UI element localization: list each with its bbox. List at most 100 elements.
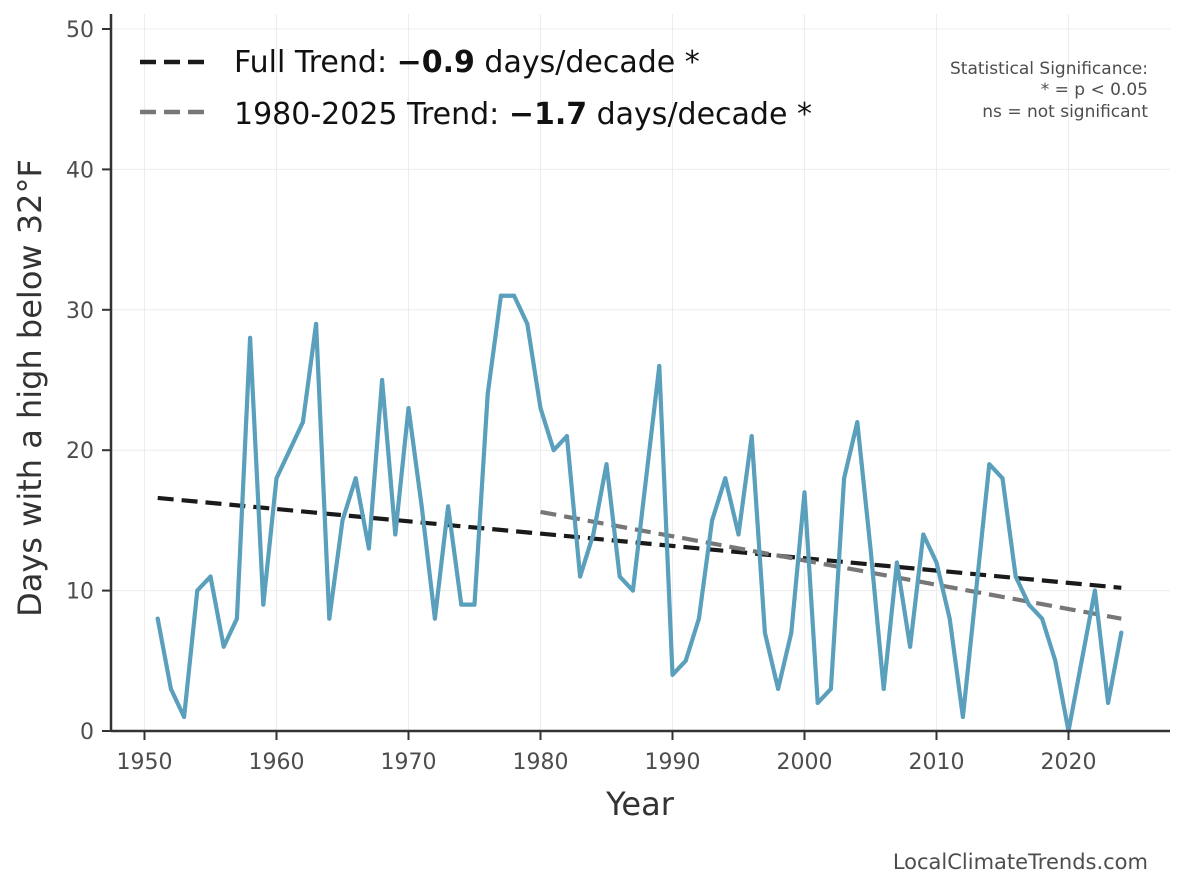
x-tick-label: 1990 <box>645 750 701 775</box>
data-series <box>155 293 1124 734</box>
data-point <box>406 406 411 411</box>
data-point <box>287 448 292 453</box>
y-tick-label: 20 <box>66 439 94 464</box>
legend-item-full-trend: Full Trend: −0.9 days/decade * <box>140 45 700 80</box>
x-tick-label: 1950 <box>117 750 173 775</box>
y-tick-label: 50 <box>66 18 94 43</box>
data-point <box>855 420 860 425</box>
data-point <box>472 602 477 607</box>
data-point <box>960 714 965 719</box>
legend-recent-trend-prefix: 1980-2025 Trend: <box>234 97 509 132</box>
x-tick-label: 2010 <box>909 750 965 775</box>
significance-line-1: * = p < 0.05 <box>1041 80 1148 100</box>
legend-full-trend-prefix: Full Trend: <box>234 45 397 80</box>
x-tick-label: 2020 <box>1041 750 1097 775</box>
data-point <box>921 532 926 537</box>
y-tick-label: 30 <box>66 299 94 324</box>
data-point <box>1079 658 1084 663</box>
legend-recent-trend-suffix: days/decade * <box>587 97 812 132</box>
data-point <box>617 574 622 579</box>
x-tick-label: 1960 <box>249 750 305 775</box>
recent-trend-line <box>540 509 1122 621</box>
data-point <box>868 546 873 551</box>
data-point <box>564 434 569 439</box>
data-point <box>947 616 952 621</box>
significance-note: Statistical Significance: * = p < 0.05 n… <box>950 59 1148 122</box>
data-point <box>683 658 688 663</box>
data-point <box>723 476 728 481</box>
data-point <box>221 644 226 649</box>
legend-full-trend-value: −0.9 <box>397 45 475 80</box>
data-point <box>234 616 239 621</box>
data-point <box>366 546 371 551</box>
data-point <box>459 602 464 607</box>
data-point <box>551 448 556 453</box>
data-point <box>155 616 160 621</box>
data-point <box>1053 658 1058 663</box>
data-point <box>578 574 583 579</box>
legend-label-full-trend: Full Trend: −0.9 days/decade * <box>234 45 700 80</box>
data-point <box>934 560 939 565</box>
data-point <box>815 700 820 705</box>
legend-item-recent-trend: 1980-2025 Trend: −1.7 days/decade * <box>140 97 812 132</box>
x-tick-label: 1970 <box>381 750 437 775</box>
data-point <box>512 293 517 298</box>
data-point <box>1026 602 1031 607</box>
y-ticks: 0 10 20 30 40 50 <box>66 18 111 745</box>
data-point <box>789 630 794 635</box>
data-point <box>300 420 305 425</box>
data-point <box>657 363 662 368</box>
data-point <box>881 686 886 691</box>
data-point <box>1000 476 1005 481</box>
data-point <box>591 532 596 537</box>
legend-full-trend-suffix: days/decade * <box>475 45 700 80</box>
source-credit: LocalClimateTrends.com <box>893 850 1148 874</box>
data-point <box>630 588 635 593</box>
y-tick-label: 10 <box>66 580 94 605</box>
data-point <box>710 518 715 523</box>
data-point <box>828 686 833 691</box>
data-point <box>485 392 490 397</box>
data-point <box>974 588 979 593</box>
x-tick-label: 2000 <box>777 750 833 775</box>
data-point <box>776 686 781 691</box>
data-point <box>182 714 187 719</box>
data-point <box>446 504 451 509</box>
significance-title: Statistical Significance: <box>950 59 1148 79</box>
data-point <box>525 321 530 326</box>
data-point <box>1106 700 1111 705</box>
data-point <box>248 335 253 340</box>
data-point <box>1119 630 1124 635</box>
y-tick-label: 40 <box>66 158 94 183</box>
data-point <box>762 630 767 635</box>
data-point <box>419 504 424 509</box>
data-point <box>670 672 675 677</box>
data-point <box>749 434 754 439</box>
data-point <box>736 532 741 537</box>
y-tick-label: 0 <box>80 720 94 745</box>
data-point <box>195 588 200 593</box>
x-tick-label: 1980 <box>513 750 569 775</box>
significance-line-2: ns = not significant <box>982 102 1148 122</box>
data-point <box>274 476 279 481</box>
legend-label-recent-trend: 1980-2025 Trend: −1.7 days/decade * <box>234 97 812 132</box>
data-point <box>314 321 319 326</box>
data-point <box>644 476 649 481</box>
data-point <box>498 293 503 298</box>
data-point <box>696 616 701 621</box>
x-ticks: 1950 1960 1970 1980 1990 2000 2010 2020 <box>117 731 1097 775</box>
data-point <box>538 406 543 411</box>
legend-recent-trend-value: −1.7 <box>509 97 587 132</box>
data-point <box>353 476 358 481</box>
legend: Full Trend: −0.9 days/decade * 1980-2025… <box>140 45 812 132</box>
data-point <box>327 616 332 621</box>
series-line <box>155 293 1124 734</box>
data-point <box>432 616 437 621</box>
data-point <box>208 574 213 579</box>
y-axis-title: Days with a high below 32°F <box>11 159 49 617</box>
data-point <box>987 462 992 467</box>
data-point <box>168 686 173 691</box>
data-point <box>261 602 266 607</box>
data-point <box>1092 588 1097 593</box>
